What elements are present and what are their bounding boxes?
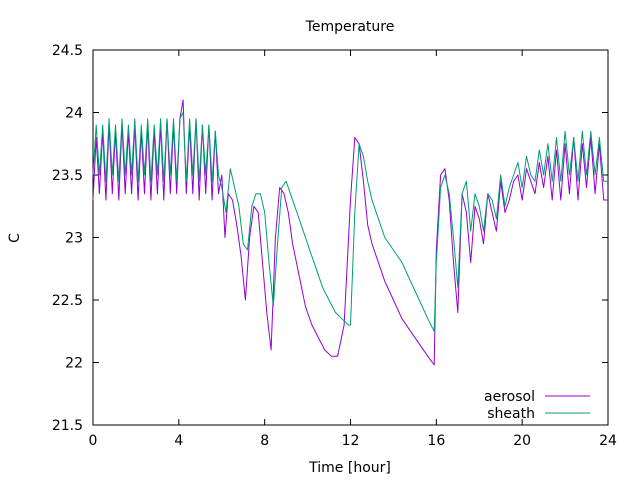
- x-tick-label: 20: [513, 433, 531, 449]
- y-tick-label: 23: [65, 231, 83, 247]
- x-tick-label: 16: [427, 433, 445, 449]
- y-tick-label: 24: [65, 106, 83, 122]
- legend-label-sheath: sheath: [487, 406, 535, 422]
- x-tick-label: 24: [599, 433, 617, 449]
- y-tick-label: 24.5: [52, 43, 83, 59]
- series-line-aerosol: [92, 99, 608, 366]
- legend: aerosol sheath: [484, 389, 590, 422]
- series-line-sheath: [92, 112, 608, 332]
- y-tick-label: 21.5: [52, 418, 83, 434]
- x-tick-label: 4: [174, 433, 183, 449]
- y-tick-label: 23.5: [52, 168, 83, 184]
- x-tick-label: 8: [260, 433, 269, 449]
- series-layer: [92, 99, 608, 366]
- legend-label-aerosol: aerosol: [484, 389, 535, 405]
- x-tick-label: 12: [342, 433, 360, 449]
- plot-frame: [92, 49, 609, 426]
- x-axis: 0 4 8 12 16 20 24: [89, 50, 617, 449]
- y-axis-label: C: [7, 233, 23, 243]
- x-axis-label: Time [hour]: [308, 460, 391, 476]
- y-tick-label: 22: [65, 356, 83, 372]
- chart-title: Temperature: [305, 19, 395, 35]
- y-axis: 21.5 22 22.5 23 23.5 24 24.5: [52, 43, 608, 434]
- y-tick-label: 22.5: [52, 293, 83, 309]
- x-tick-label: 0: [89, 433, 98, 449]
